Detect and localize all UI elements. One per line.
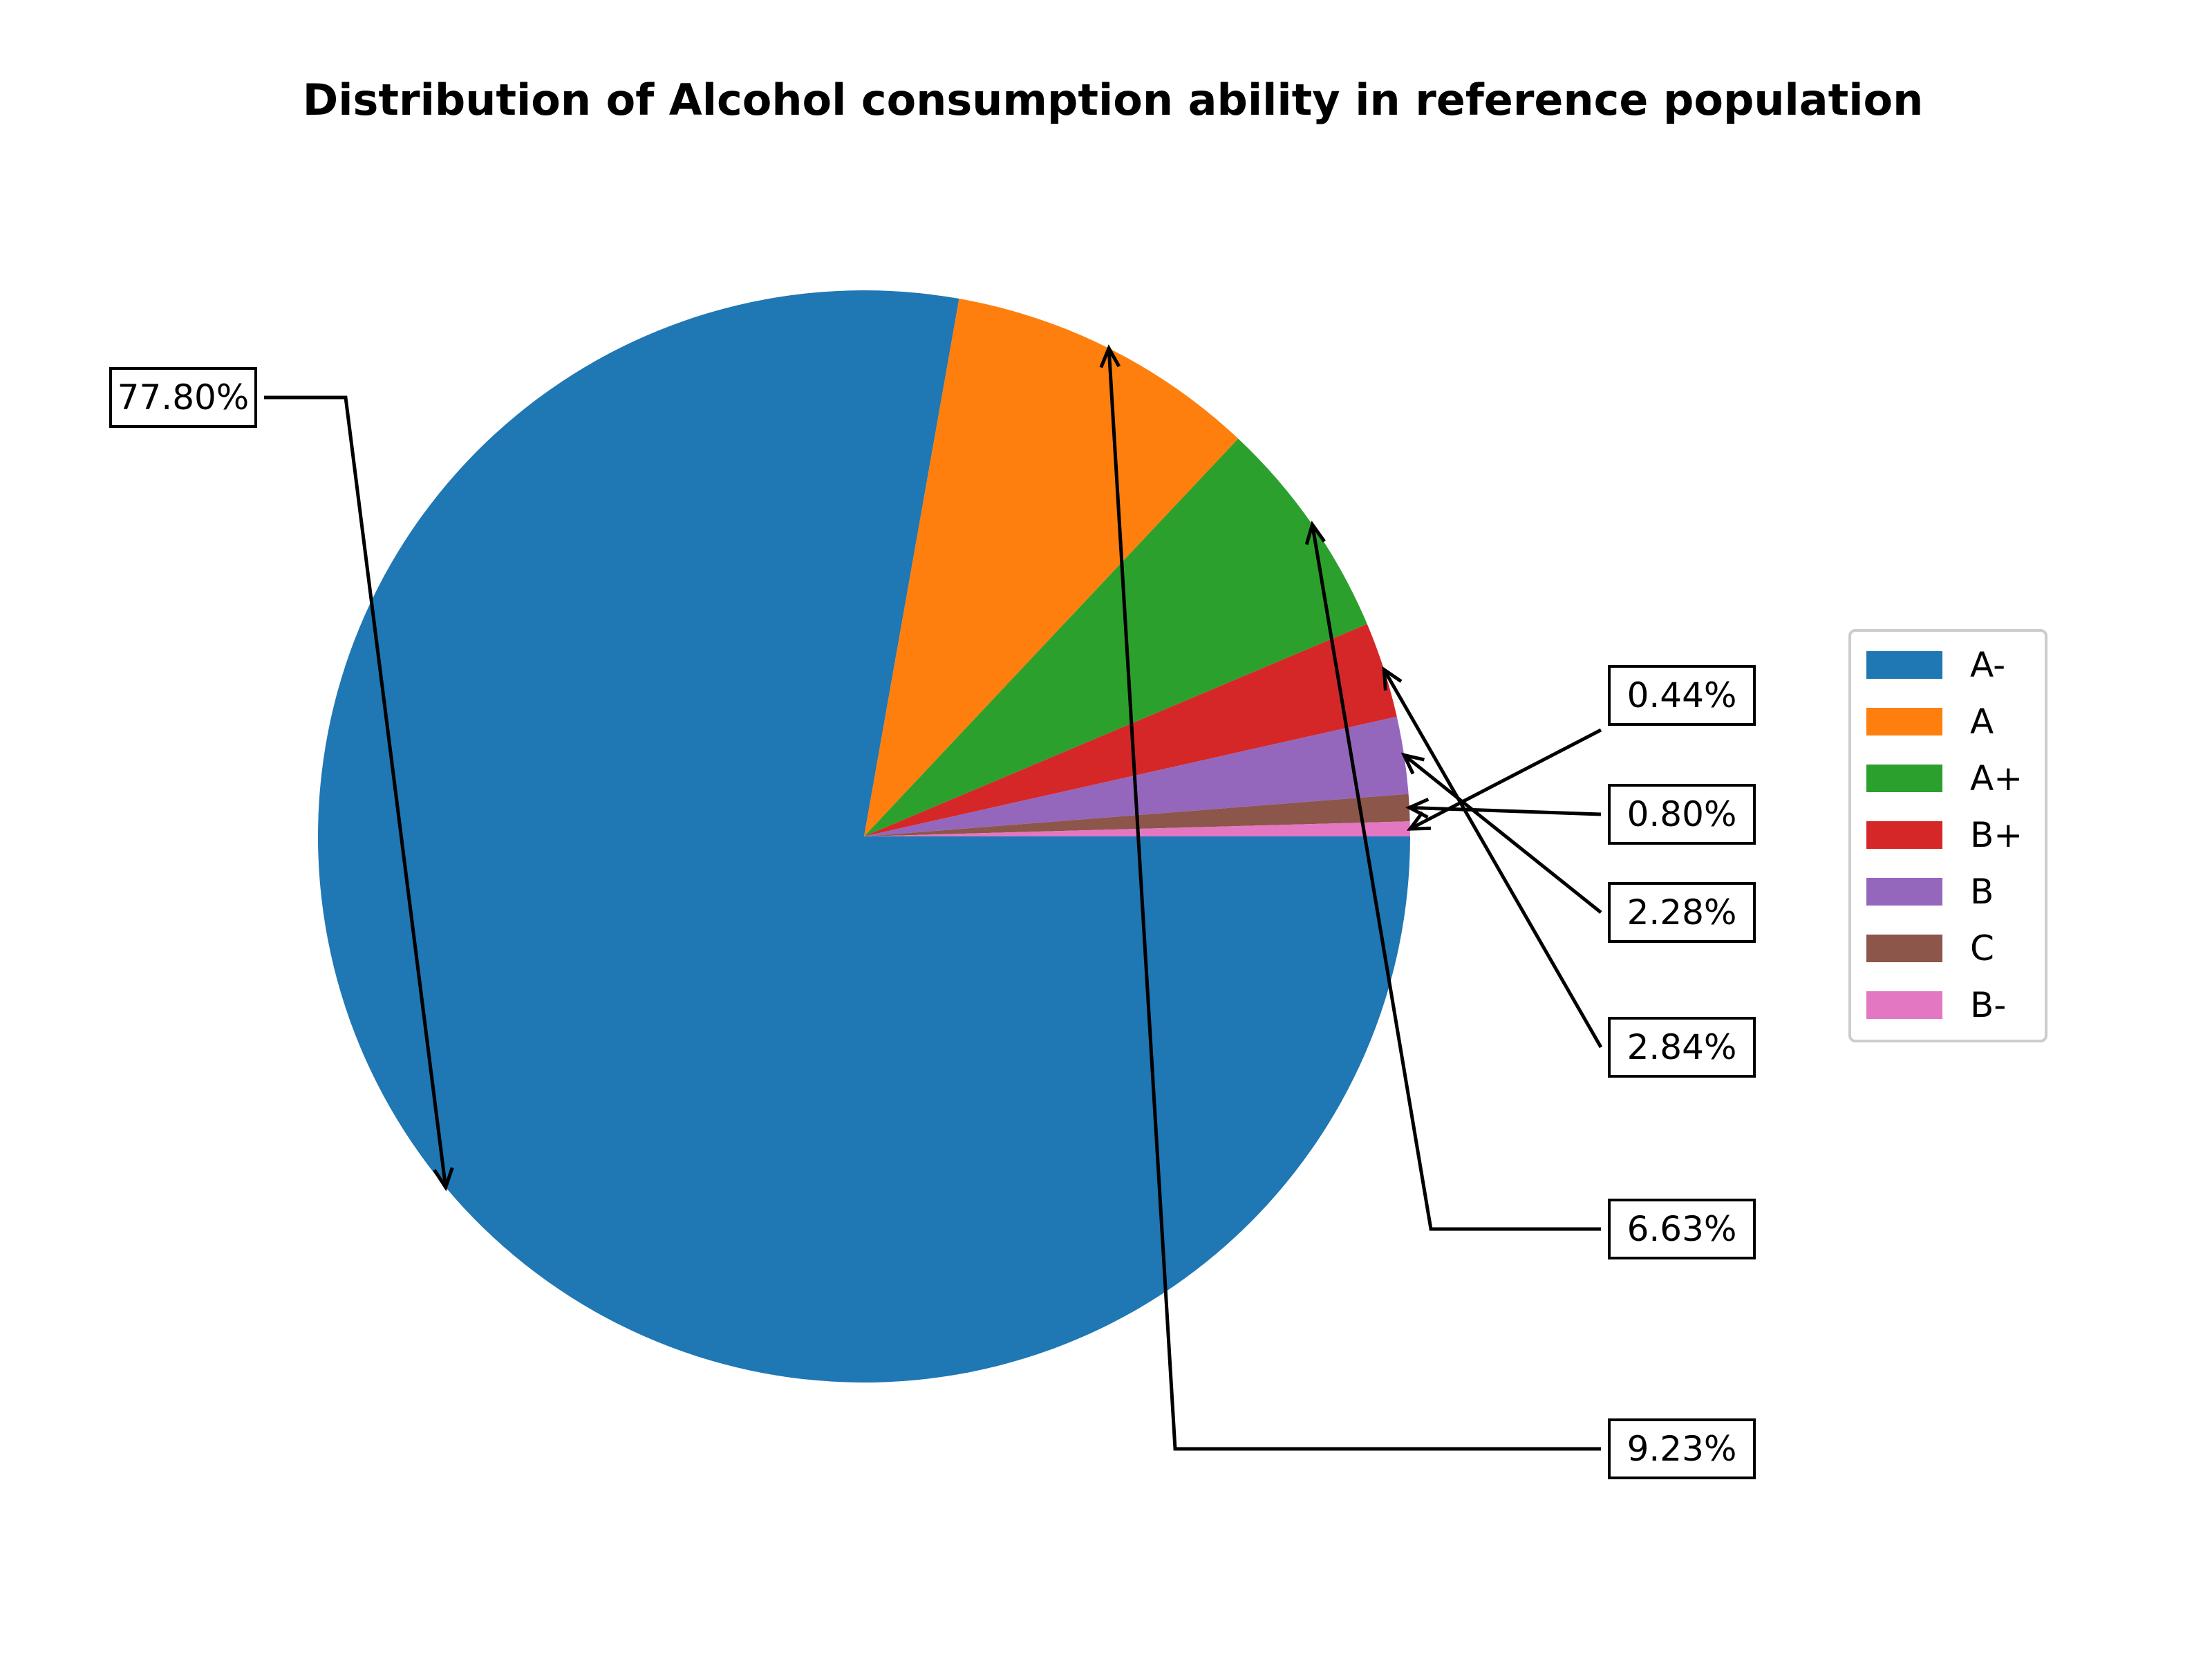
annotation-a-minusplus: 6.63%: [1304, 521, 1756, 1259]
annotation-connector: [1403, 753, 1602, 914]
legend-label: B: [1970, 872, 1994, 912]
legend-item-b: B: [1866, 872, 1994, 912]
slice-percentage-label: 0.44%: [1627, 675, 1737, 715]
legend-swatch: [1866, 765, 1942, 792]
annotation-connector: [264, 395, 448, 1188]
annotation-arrowhead: [1406, 811, 1431, 831]
pie-slice-a-minusplus: [864, 438, 1367, 836]
annotation-connector: [1409, 805, 1602, 816]
legend-swatch: [1866, 935, 1942, 962]
legend-swatch: [1866, 821, 1942, 849]
annotation-arrowhead: [1400, 752, 1425, 775]
legend: A- A A+ B+ BC B-: [1848, 629, 2047, 1042]
annotation-box: [1608, 1017, 1756, 1078]
annotation-connector: [1107, 348, 1601, 1451]
legend-swatch: [1866, 651, 1942, 679]
annotation-connector: [1311, 524, 1601, 1231]
annotation-arrowhead: [433, 1167, 454, 1192]
annotation-arrowhead: [1382, 666, 1403, 691]
annotation-box: [1608, 882, 1756, 943]
annotation-b-minusplus: 2.84%: [1382, 666, 1756, 1078]
legend-item-a: A: [1866, 702, 1994, 742]
annotation-box: [1608, 665, 1756, 726]
legend-label: A+: [1970, 758, 2023, 798]
legend-label: C: [1970, 928, 1994, 968]
legend-swatch: [1866, 878, 1942, 906]
pie-slices: [317, 290, 1410, 1382]
annotation-box: [1608, 1418, 1756, 1479]
annotation-a: 9.23%: [1099, 344, 1756, 1479]
annotation-arrowhead: [1099, 344, 1121, 368]
annotation-a-minus: 77.80%: [109, 367, 454, 1192]
legend-label: A: [1970, 702, 1994, 742]
legend-label: A-: [1970, 645, 2005, 685]
legend-item-c: C: [1866, 928, 1994, 968]
legend-item-a-minus: A-: [1866, 645, 2005, 685]
legend-item-a-minusplus: A+: [1866, 758, 2023, 798]
annotation-box: [1608, 784, 1756, 845]
legend-item-b-minusplus: B+: [1866, 815, 2023, 855]
annotation-c: 0.80%: [1405, 784, 1756, 845]
slice-percentage-label: 6.63%: [1627, 1209, 1737, 1249]
annotation-arrowhead: [1304, 521, 1326, 545]
legend-item-b-minus: B-: [1866, 985, 2006, 1025]
chart-title: Distribution of Alcohol consumption abil…: [303, 75, 1923, 125]
annotation-connector: [1382, 668, 1603, 1049]
slice-annotations: 77.80% 9.23% 6.63% 2.84% 2.28% 0.80% 0.44%: [109, 344, 1756, 1479]
annotation-b-minus: 0.44%: [1406, 665, 1756, 831]
annotation-box: [1608, 1199, 1756, 1259]
annotation-b: 2.28%: [1400, 752, 1756, 943]
legend-swatch: [1866, 708, 1942, 735]
legend-label: B-: [1970, 985, 2006, 1025]
legend-items: A- A A+ B+ BC B-: [1866, 645, 2023, 1025]
slice-percentage-label: 9.23%: [1627, 1429, 1737, 1469]
slice-percentage-label: 2.84%: [1627, 1027, 1737, 1067]
annotation-box: [109, 367, 257, 428]
slice-percentage-label: 2.28%: [1627, 892, 1737, 932]
slice-percentage-label: 77.80%: [118, 377, 250, 418]
legend-label: B+: [1970, 815, 2023, 855]
pie-slice-a: [864, 299, 1239, 836]
legend-swatch: [1866, 991, 1942, 1019]
annotation-connector: [1409, 728, 1602, 831]
slice-percentage-label: 0.80%: [1627, 794, 1737, 834]
